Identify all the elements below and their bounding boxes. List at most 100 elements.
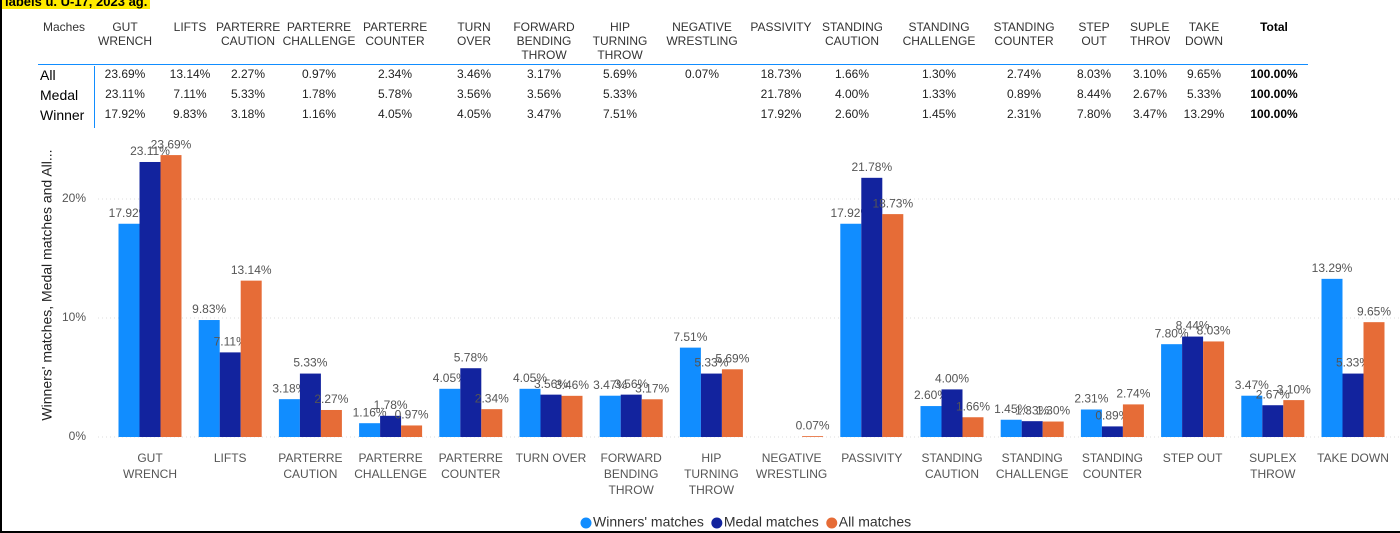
column-header: PARTERRE CHALLENGE [282, 20, 356, 48]
y-tick-label: 10% [62, 310, 86, 324]
data-label: 13.29% [1312, 261, 1353, 275]
bar [219, 352, 241, 437]
bar [519, 388, 541, 437]
bar [380, 415, 402, 437]
table-cell: 13.14% [169, 67, 211, 81]
bar [1122, 404, 1144, 437]
bar [439, 388, 461, 437]
bar [1080, 409, 1102, 437]
bar [840, 223, 862, 437]
table-cell: 9.65% [1186, 67, 1222, 81]
column-header: STANDING CAUTION [822, 20, 882, 48]
table-cell: 0.89% [1006, 87, 1042, 101]
bar [641, 399, 663, 437]
table-cell: 3.18% [230, 107, 266, 121]
column-header: STEP OUT [1078, 20, 1110, 48]
data-label: 17.92% [109, 206, 150, 220]
bar [460, 368, 482, 437]
data-label: 5.78% [454, 350, 488, 364]
data-label: 21.78% [851, 160, 892, 174]
bar [620, 394, 642, 437]
table-cell: 4.00% [834, 87, 870, 101]
data-label: 5.69% [715, 351, 749, 365]
table-cell: 1.66% [834, 67, 870, 81]
bar [1342, 373, 1364, 437]
data-label: 7.11% [214, 335, 247, 349]
data-label: 7.80% [1155, 326, 1189, 340]
table-cell: 3.46% [456, 67, 492, 81]
bar [1363, 322, 1385, 437]
x-tick-label: GUT WRENCH [123, 451, 177, 481]
table-cell: 1.45% [921, 107, 957, 121]
data-label: 4.00% [935, 372, 969, 386]
bar [1021, 421, 1043, 437]
table-cell: 8.44% [1076, 87, 1112, 101]
bar [540, 394, 562, 437]
bar [1241, 395, 1263, 437]
table-cell: 1.78% [301, 87, 337, 101]
table-cell: 18.73% [760, 67, 802, 81]
data-label: 3.10% [1277, 382, 1311, 396]
data-label: 9.83% [192, 302, 226, 316]
data-label: 2.67% [1256, 387, 1290, 401]
legend-label: All matches [839, 514, 911, 530]
table-cell: 2.31% [1006, 107, 1042, 121]
data-label: 1.16% [353, 405, 387, 419]
column-header: HIP TURNING THROW [592, 20, 648, 62]
column-header: SUPLEX THROW [1130, 20, 1170, 48]
data-label: 1.30% [1036, 404, 1070, 418]
data-label: 4.05% [513, 371, 547, 385]
data-label: 3.17% [635, 381, 669, 395]
data-label: 0.07% [796, 418, 830, 432]
bar [1161, 344, 1183, 437]
table-cell: 13.29% [1183, 107, 1225, 121]
x-tick-label: TAKE DOWN [1317, 451, 1389, 465]
table-cell: 7.51% [602, 107, 638, 121]
data-label: 2.27% [314, 392, 348, 406]
x-tick-label: NEGATIVE WRESTLING [756, 451, 827, 481]
column-header: FORWARD BENDING THROW [513, 20, 575, 62]
legend-marker [580, 517, 592, 529]
column-header: Maches [42, 20, 86, 34]
table-cell: 7.11% [173, 87, 207, 101]
x-tick-label: STANDING CHALLENGE [996, 451, 1069, 481]
table-cell: 1.30% [921, 67, 957, 81]
bar [1203, 341, 1225, 437]
table-cell: 3.47% [526, 107, 562, 121]
data-label: 3.18% [272, 381, 306, 395]
column-header: GUT WRENCH [98, 20, 152, 48]
data-label: 17.92% [830, 206, 871, 220]
bar [299, 373, 321, 437]
table-cell: 4.05% [456, 107, 492, 121]
legend-marker [826, 517, 838, 529]
bar [1000, 419, 1022, 437]
bar [802, 436, 824, 437]
x-tick-label: PARTERRE CHALLENGE [354, 451, 427, 481]
data-label: 3.56% [534, 377, 568, 391]
table-cell: Medal [40, 87, 79, 103]
x-tick-label: TURN OVER [516, 451, 587, 465]
row-rule [94, 66, 95, 128]
x-tick-label: STEP OUT [1163, 451, 1223, 465]
data-label: 23.11% [130, 144, 170, 158]
table-cell: 3.10% [1132, 67, 1168, 81]
bar [700, 373, 722, 437]
bar [599, 395, 621, 437]
table-cell: 0.97% [301, 67, 337, 81]
table-cell: 1.16% [301, 107, 337, 121]
bar [920, 406, 942, 437]
bar [320, 409, 342, 437]
column-header: NEGATIVE WRESTLING [666, 20, 738, 48]
data-label: 8.44% [1176, 319, 1210, 333]
table-cell: 1.33% [921, 87, 957, 101]
table-cell: 7.80% [1076, 107, 1112, 121]
x-tick-label: STANDING CAUTION [921, 451, 982, 481]
data-label: 1.33% [1015, 403, 1049, 417]
bar [561, 395, 583, 437]
legend-marker [711, 517, 723, 529]
data-label: 18.73% [872, 196, 913, 210]
table-cell: 23.69% [104, 67, 146, 81]
column-header: PARTERRE COUNTER [363, 20, 427, 48]
